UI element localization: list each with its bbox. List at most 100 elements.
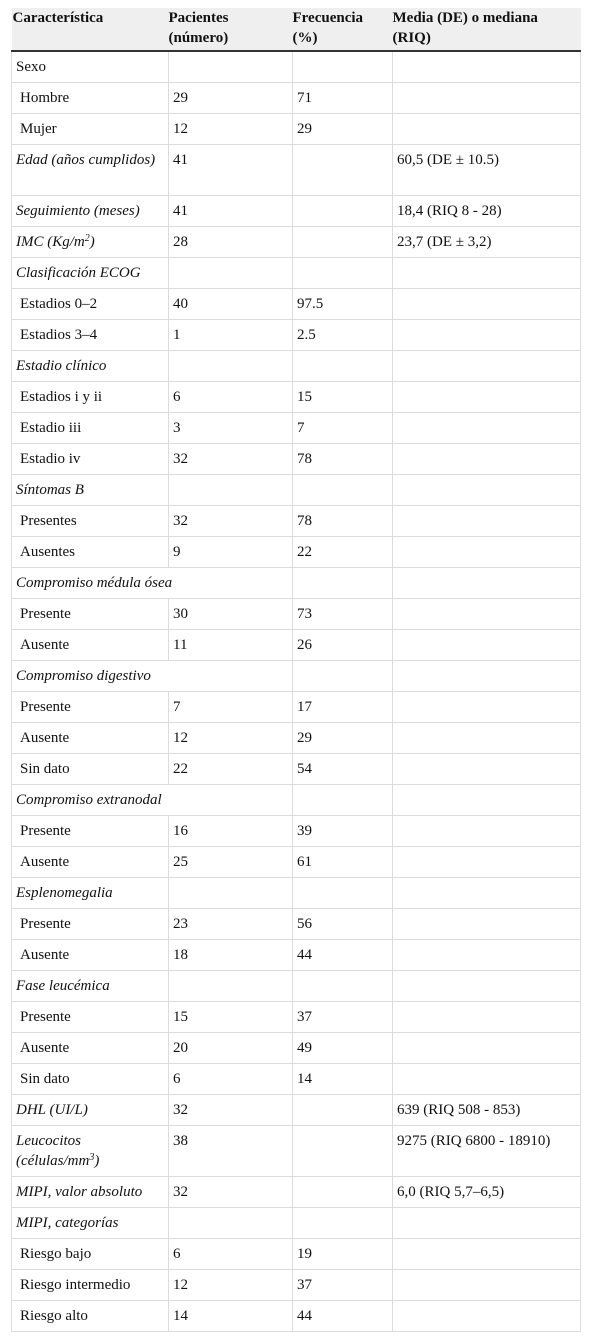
- stat-cell: [392, 380, 581, 412]
- row-label: MIPI, valor absoluto: [11, 1175, 169, 1207]
- table-row: Leucocitos (células/mm3) 38 9275 (RIQ 68…: [11, 1124, 581, 1176]
- table-row: Estadio iii 3 7: [11, 411, 581, 443]
- table-row: Riesgo intermedio 12 37: [11, 1268, 581, 1300]
- stat-cell: [392, 814, 581, 846]
- stat-cell: [392, 81, 581, 113]
- section-label: Fase leucémica: [11, 969, 169, 1001]
- table-header-row: Característica Pacientes (número) Frecuen…: [11, 8, 581, 52]
- table-row: Mujer 12 29: [11, 112, 581, 144]
- table-row: Ausente 25 61: [11, 845, 581, 877]
- section-label: Compromiso médula ósea: [11, 566, 293, 598]
- table-row: Estadios i y ii 6 15: [11, 380, 581, 412]
- section-label: Esplenomegalia: [11, 876, 169, 908]
- patients-cell: 15: [168, 1000, 293, 1032]
- frequency-cell: 39: [292, 814, 393, 846]
- header-caracteristica: Característica: [11, 8, 169, 52]
- stat-cell: [392, 442, 581, 474]
- stat-cell: [392, 1299, 581, 1332]
- patients-cell: 22: [168, 752, 293, 784]
- stat-cell: [392, 504, 581, 536]
- section-row-digestivo: Compromiso digestivo: [11, 659, 581, 691]
- patients-cell: 18: [168, 938, 293, 970]
- table-row: Presente 15 37: [11, 1000, 581, 1032]
- table-row: Presente 23 56: [11, 907, 581, 939]
- section-row-estadio: Estadio clínico: [11, 349, 581, 381]
- row-label: Ausente: [11, 1031, 169, 1063]
- patients-cell: 41: [168, 143, 293, 195]
- patients-cell: 6: [168, 1237, 293, 1269]
- table-row: Ausente 11 26: [11, 628, 581, 660]
- frequency-cell: 14: [292, 1062, 393, 1094]
- patients-cell: 40: [168, 287, 293, 319]
- frequency-cell: 37: [292, 1000, 393, 1032]
- patients-cell: 28: [168, 225, 293, 257]
- patients-cell: 32: [168, 1175, 293, 1207]
- row-label: Estadios 3–4: [11, 318, 169, 350]
- stat-cell: 60,5 (DE ± 10.5): [392, 143, 581, 195]
- section-label: MIPI, categorías: [11, 1206, 169, 1238]
- section-row-leucemica: Fase leucémica: [11, 969, 581, 1001]
- section-row-ecog: Clasificación ECOG: [11, 256, 581, 288]
- stat-cell: [392, 628, 581, 660]
- frequency-cell: 29: [292, 721, 393, 753]
- row-label: Mujer: [11, 112, 169, 144]
- stat-cell: [392, 690, 581, 722]
- stat-cell: 23,7 (DE ± 3,2): [392, 225, 581, 257]
- row-label: DHL (UI/L): [11, 1093, 169, 1125]
- patients-cell: 9: [168, 535, 293, 567]
- row-label: Ausente: [11, 938, 169, 970]
- stat-cell: [392, 535, 581, 567]
- table-row: Ausente 20 49: [11, 1031, 581, 1063]
- row-label: Riesgo intermedio: [11, 1268, 169, 1300]
- row-label: Hombre: [11, 81, 169, 113]
- frequency-cell: 2.5: [292, 318, 393, 350]
- row-label: Estadios 0–2: [11, 287, 169, 319]
- section-row-sexo: Sexo: [11, 50, 581, 82]
- table-row: Seguimiento (meses) 41 18,4 (RIQ 8 - 28): [11, 194, 581, 226]
- patients-cell: 6: [168, 1062, 293, 1094]
- frequency-cell: [292, 1124, 393, 1176]
- table-row: Presentes 32 78: [11, 504, 581, 536]
- row-label: Ausente: [11, 628, 169, 660]
- row-label: Sin dato: [11, 752, 169, 784]
- table-row: IMC (Kg/m2) 28 23,7 (DE ± 3,2): [11, 225, 581, 257]
- patients-cell: 32: [168, 1093, 293, 1125]
- frequency-cell: 97.5: [292, 287, 393, 319]
- frequency-cell: 26: [292, 628, 393, 660]
- frequency-cell: 17: [292, 690, 393, 722]
- section-row-mipi: MIPI, categorías: [11, 1206, 581, 1238]
- stat-cell: [392, 1062, 581, 1094]
- frequency-cell: 61: [292, 845, 393, 877]
- stat-cell: 639 (RIQ 508 - 853): [392, 1093, 581, 1125]
- table-row: Sin dato 22 54: [11, 752, 581, 784]
- frequency-cell: [292, 1175, 393, 1207]
- frequency-cell: [292, 143, 393, 195]
- section-label: Estadio clínico: [11, 349, 169, 381]
- stat-cell: [392, 907, 581, 939]
- row-label: Seguimiento (meses): [11, 194, 169, 226]
- table-row: Ausente 18 44: [11, 938, 581, 970]
- frequency-cell: 37: [292, 1268, 393, 1300]
- stat-cell: [392, 411, 581, 443]
- row-label: Ausente: [11, 721, 169, 753]
- patients-cell: 23: [168, 907, 293, 939]
- patients-cell: 38: [168, 1124, 293, 1176]
- table-row: MIPI, valor absoluto 32 6,0 (RIQ 5,7–6,5…: [11, 1175, 581, 1207]
- frequency-cell: 71: [292, 81, 393, 113]
- frequency-cell: [292, 1093, 393, 1125]
- frequency-cell: [292, 194, 393, 226]
- frequency-cell: 73: [292, 597, 393, 629]
- table-row: Estadios 3–4 1 2.5: [11, 318, 581, 350]
- patients-cell: 32: [168, 504, 293, 536]
- frequency-cell: 56: [292, 907, 393, 939]
- table-row: Estadios 0–2 40 97.5: [11, 287, 581, 319]
- row-label: Riesgo alto: [11, 1299, 169, 1332]
- row-label: Estadios i y ii: [11, 380, 169, 412]
- frequency-cell: 49: [292, 1031, 393, 1063]
- patients-cell: 41: [168, 194, 293, 226]
- row-label: Sin dato: [11, 1062, 169, 1094]
- section-row-esplenomegalia: Esplenomegalia: [11, 876, 581, 908]
- stat-cell: [392, 845, 581, 877]
- frequency-cell: 78: [292, 504, 393, 536]
- table-row: Ausente 12 29: [11, 721, 581, 753]
